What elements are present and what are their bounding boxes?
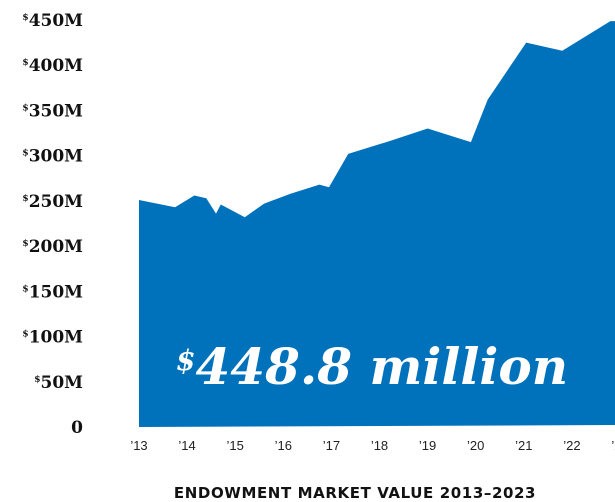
y-tick-label: $150M: [22, 282, 83, 302]
y-axis: $450M $400M $350M $300M $250M $200M $150M $100M…: [22, 11, 83, 438]
x-tick-label: ’20: [467, 438, 484, 453]
x-tick-label: ’14: [178, 438, 195, 453]
y-tick-label: $50M: [34, 373, 83, 393]
y-tick-label: $250M: [22, 192, 83, 212]
x-tick-label: ’23: [611, 438, 615, 453]
x-tick-label: ’16: [275, 438, 292, 453]
y-tick-label: $100M: [22, 328, 83, 348]
x-tick-label: ’17: [323, 438, 340, 453]
x-tick-label: ’21: [515, 438, 532, 453]
y-tick-label: $300M: [22, 147, 83, 167]
x-axis: ’13 ’14 ’15 ’16 ’17 ’18 ’19 ’20 ’21 ’22 ’23: [130, 438, 615, 453]
total-value-callout: $448.8 million: [176, 337, 568, 396]
y-tick-label: $350M: [22, 101, 83, 121]
area-layer: [139, 21, 615, 427]
y-tick-label: $400M: [22, 56, 83, 76]
endowment-area-series: [139, 21, 615, 427]
y-tick-label: $200M: [22, 237, 83, 257]
y-tick-label: $450M: [22, 11, 83, 31]
x-tick-label: ’18: [371, 438, 388, 453]
y-tick-label: 0: [71, 418, 83, 438]
chart-title: ENDOWMENT MARKET VALUE 2013–2023: [173, 484, 537, 502]
x-tick-label: ’15: [227, 438, 244, 453]
x-tick-label: ’19: [419, 438, 436, 453]
x-tick-label: ’22: [563, 438, 580, 453]
x-tick-label: ’13: [130, 438, 147, 453]
